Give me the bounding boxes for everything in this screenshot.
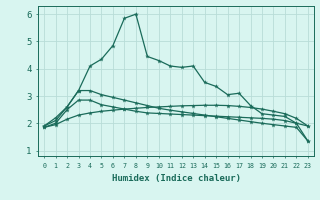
X-axis label: Humidex (Indice chaleur): Humidex (Indice chaleur) [111,174,241,184]
